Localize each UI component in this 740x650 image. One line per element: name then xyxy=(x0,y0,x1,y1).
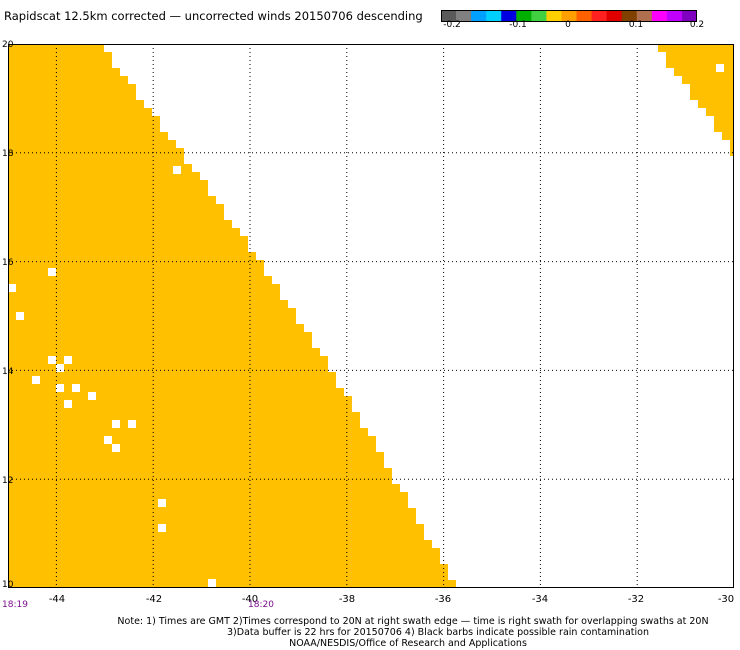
colorbar-segment xyxy=(516,10,532,22)
colorbar-segment xyxy=(486,10,502,22)
missing-data-cell xyxy=(8,284,16,292)
colorbar-label-0-2: 0.2 xyxy=(689,20,705,30)
colorbar-segment xyxy=(441,10,457,22)
colorbar-segment xyxy=(666,10,683,22)
colorbar-segment xyxy=(621,10,638,22)
missing-data-cell xyxy=(128,420,136,428)
colorbar xyxy=(441,10,697,22)
missing-data-cell xyxy=(158,499,166,507)
colorbar-segment xyxy=(681,10,697,22)
missing-data-cell xyxy=(64,400,72,408)
missing-data-cell xyxy=(112,420,120,428)
missing-data-cells xyxy=(8,64,724,587)
colorbar-segment xyxy=(456,10,472,22)
time-label-2: 18:20 xyxy=(248,600,274,610)
colorbar-segment xyxy=(501,10,517,22)
missing-data-cell xyxy=(16,312,24,320)
missing-data-cell xyxy=(56,364,64,372)
colorbar-label-zero: 0 xyxy=(565,20,571,30)
missing-data-cell xyxy=(173,166,181,174)
colorbar-segment xyxy=(546,10,563,22)
lon-label-40: -40 xyxy=(241,594,259,605)
map-frame xyxy=(8,44,734,588)
colorbar-label-0-1: 0.1 xyxy=(628,20,644,30)
wind-difference-map xyxy=(8,44,734,588)
swath-ne-fill xyxy=(658,44,734,156)
lat-label-14: 14 xyxy=(2,367,14,377)
missing-data-cell xyxy=(208,579,216,587)
colorbar-segment xyxy=(576,10,593,22)
colorbar-frame xyxy=(441,10,697,22)
lat-label-16: 16 xyxy=(2,258,14,268)
note-line-1: Note: 1) Times are GMT 2)Times correspon… xyxy=(117,616,709,627)
missing-data-cell xyxy=(72,384,80,392)
lat-label-12: 12 xyxy=(2,476,14,486)
missing-data-cell xyxy=(56,384,64,392)
colorbar-segment xyxy=(471,10,487,22)
missing-data-cell xyxy=(716,64,724,72)
lon-label-30: -30 xyxy=(717,594,735,605)
note-line-3: NOAA/NESDIS/Office of Research and Appli… xyxy=(289,638,527,649)
missing-data-cell xyxy=(158,524,166,532)
lon-label-42: -42 xyxy=(145,594,163,605)
data-swath-left xyxy=(8,44,456,588)
missing-data-cell xyxy=(88,392,96,400)
lat-lon-grid xyxy=(8,44,734,588)
note-line-2: 3)Data buffer is 22 hrs for 20150706 4) … xyxy=(227,627,649,638)
missing-data-cell xyxy=(112,444,120,452)
swath-fill xyxy=(8,44,456,588)
map-title: Rapidscat 12.5km corrected — uncorrected… xyxy=(4,9,423,23)
lon-label-32: -32 xyxy=(627,594,645,605)
lon-label-36: -36 xyxy=(434,594,452,605)
missing-data-cell xyxy=(48,356,56,364)
missing-data-cell xyxy=(104,436,112,444)
lon-label-44: -44 xyxy=(48,594,66,605)
colorbar-label-neg-0-2: -0.2 xyxy=(443,20,461,30)
colorbar-segment xyxy=(531,10,548,22)
missing-data-cell xyxy=(48,268,56,276)
colorbar-segment xyxy=(561,10,578,22)
lon-label-38: -38 xyxy=(338,594,356,605)
missing-data-cell xyxy=(32,376,40,384)
data-swath-northeast xyxy=(658,44,734,156)
lat-label-20: 20 xyxy=(2,40,14,50)
lat-label-18: 18 xyxy=(2,149,14,159)
colorbar-segment xyxy=(591,10,608,22)
missing-data-cell xyxy=(64,356,72,364)
colorbar-segment xyxy=(651,10,668,22)
colorbar-segment xyxy=(606,10,623,22)
colorbar-segment xyxy=(636,10,653,22)
time-label-1: 18:19 xyxy=(2,600,28,610)
lon-label-34: -34 xyxy=(531,594,549,605)
colorbar-label-neg-0-1: -0.1 xyxy=(509,20,527,30)
lat-label-10: 10 xyxy=(2,580,14,590)
